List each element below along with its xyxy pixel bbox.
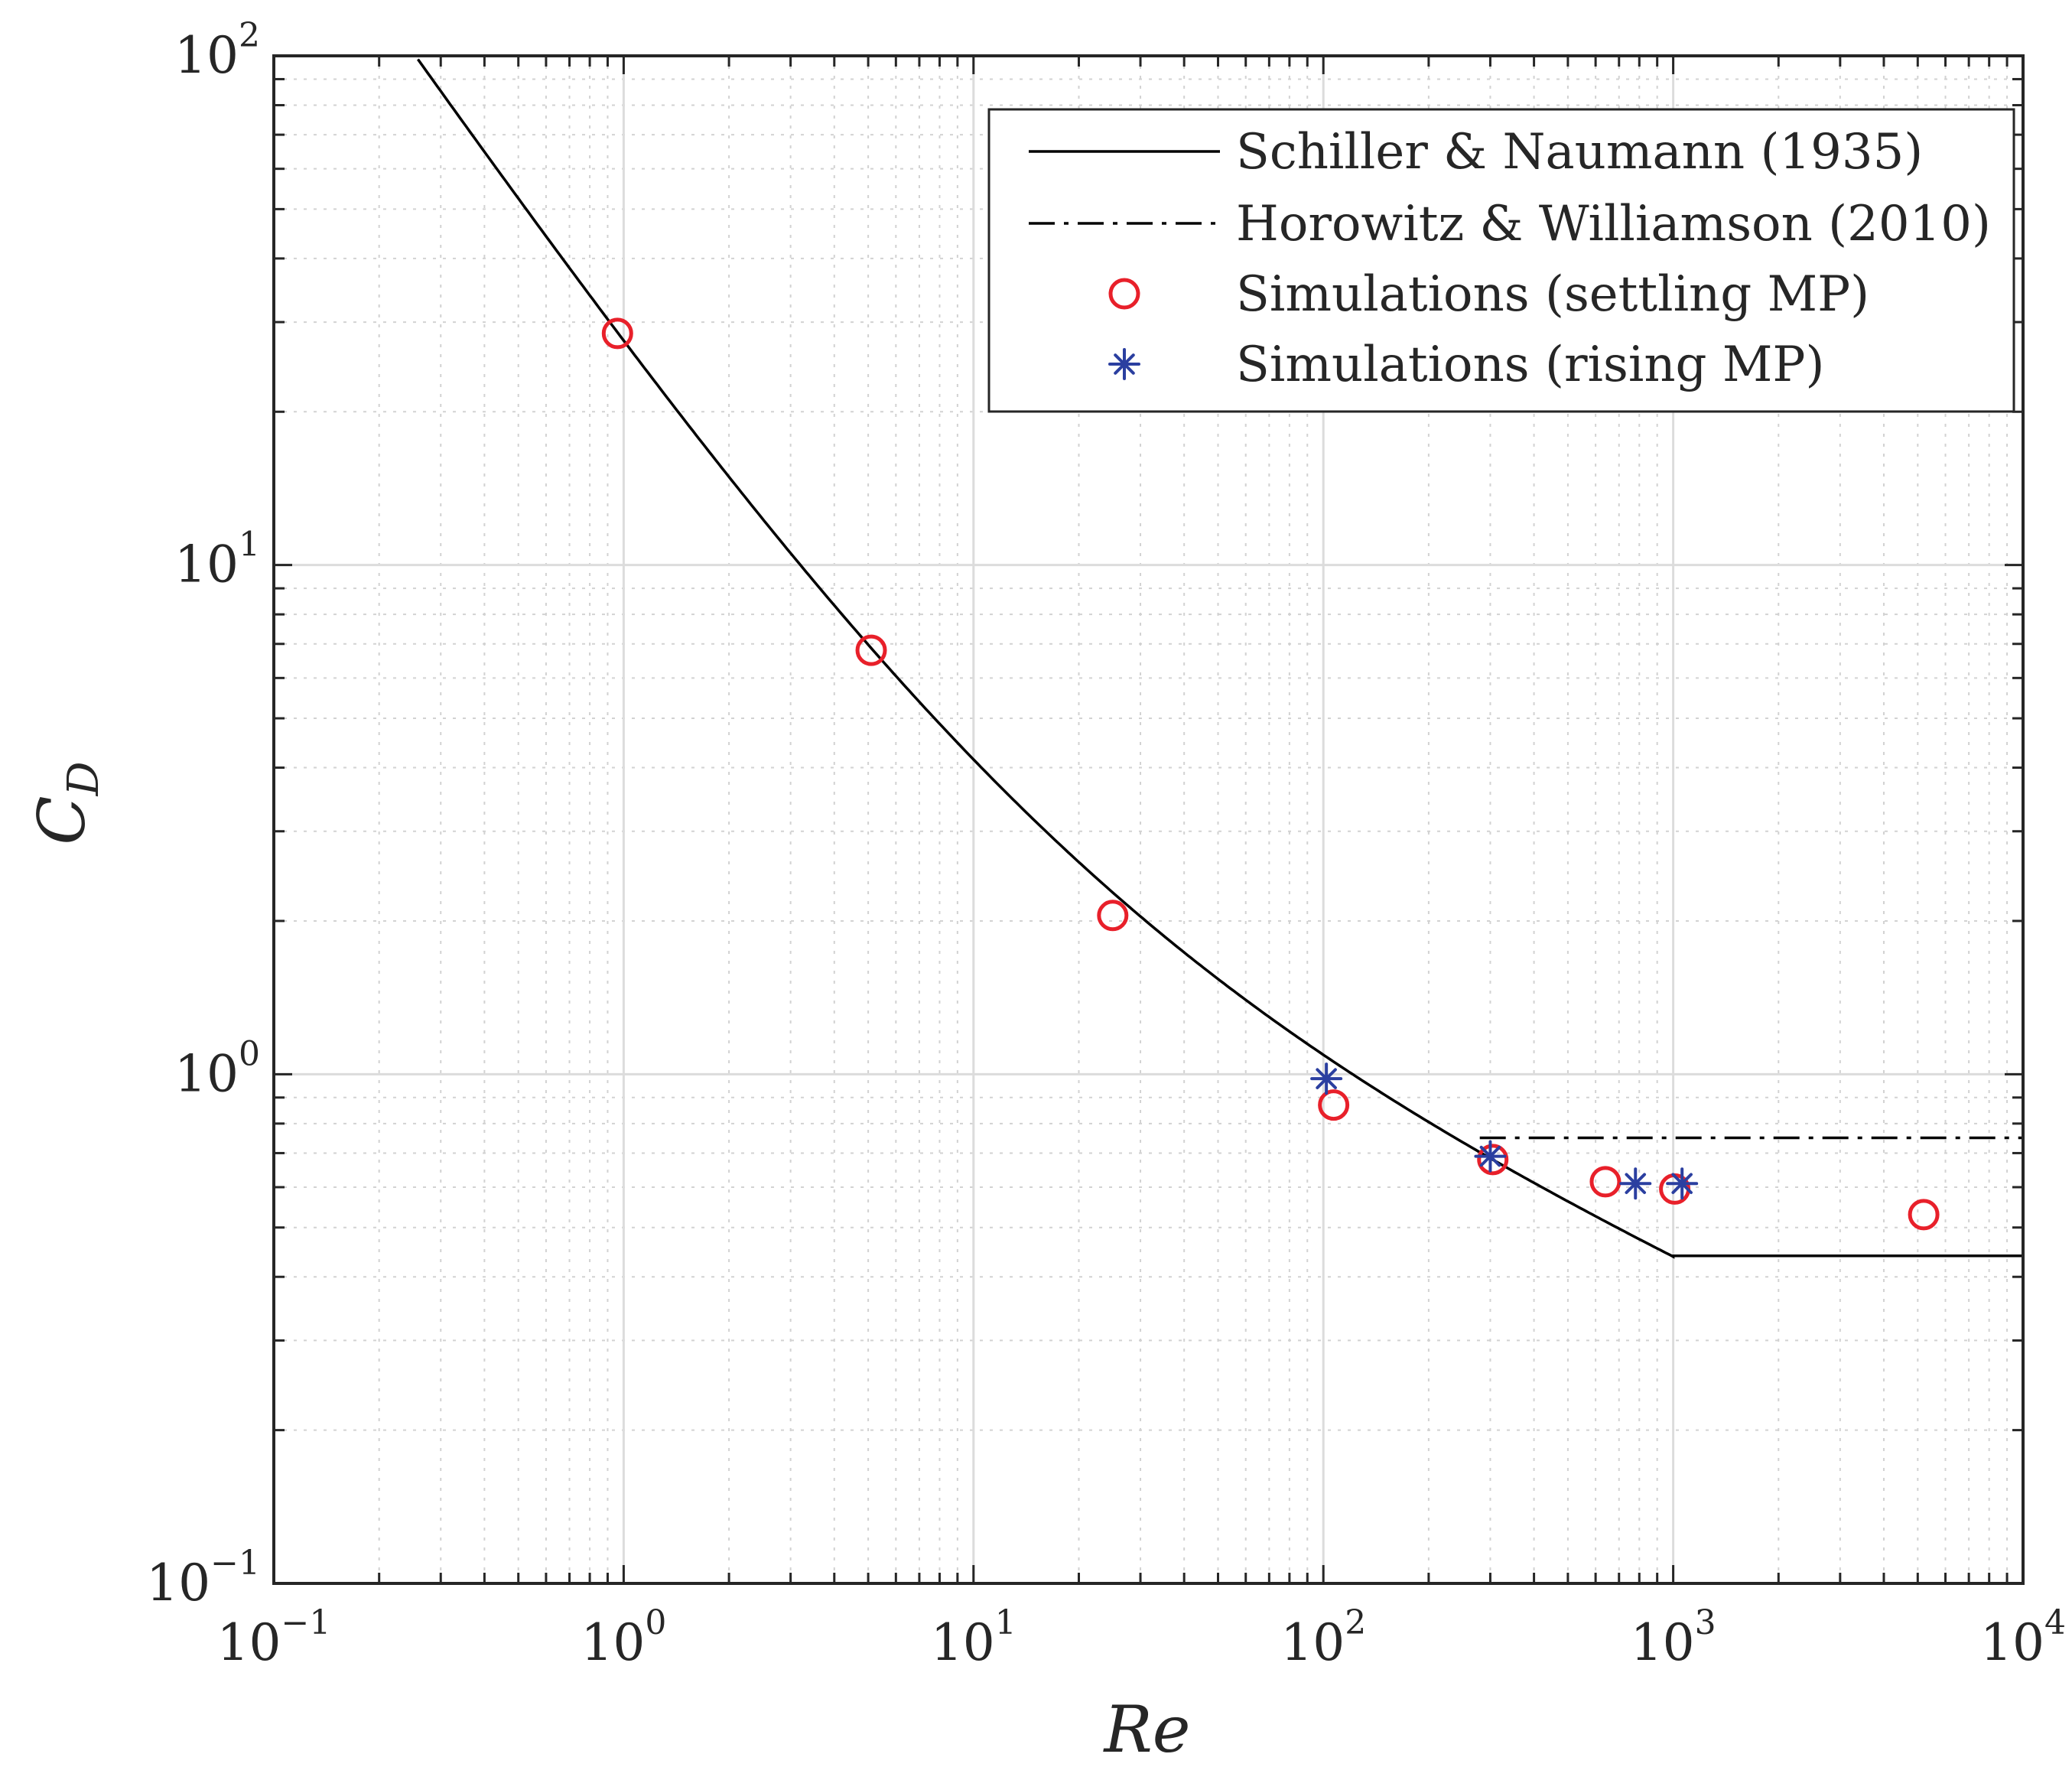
rising-mp-marker [1474,1140,1507,1173]
x-tick-label: 104 [1980,1603,2066,1672]
x-tick-label: 102 [1280,1603,1366,1672]
legend-circle-swatch [1108,278,1140,310]
x-tick-label-base: 10 [1980,1613,2044,1672]
legend-asterisk-swatch [1108,348,1140,380]
minor-grid [274,56,2023,1583]
legend: Schiller & Naumann (1935) Horowitz & Will… [987,108,2015,413]
y-tick-label: 101 [174,526,260,594]
legend-label: Horowitz & Williamson (2010) [1236,196,1991,252]
x-tick-label-exponent: 4 [2044,1603,2066,1642]
legend-label: Schiller & Naumann (1935) [1236,124,1923,181]
rising-mp-marker [1619,1167,1652,1200]
y-tick-label-exponent: 0 [239,1034,260,1073]
x-tick-label-exponent: 3 [1695,1603,1716,1642]
y-tick-label: 10−1 [146,1544,260,1612]
y-axis-label: CD [24,761,109,844]
y-tick-label-base: 10 [174,1044,239,1103]
svg-text:CD: CD [24,761,109,844]
legend-item: Simulations (rising MP) [1108,337,1824,393]
plot-frame [272,54,2025,1585]
y-tick-label-exponent: −1 [210,1544,260,1583]
y-tick-label-base: 10 [146,1554,210,1612]
x-tick-label: 101 [931,1603,1016,1672]
y-tick-label: 100 [174,1034,260,1103]
series-markers [601,317,1940,1231]
settling-mp-marker [1477,1144,1509,1176]
rising-mp-marker [1666,1167,1699,1200]
x-axis-label: Re [1103,1692,1191,1767]
y-tick-label-base: 10 [174,26,239,85]
settling-mp-marker [1097,900,1129,932]
legend-item: Simulations (settling MP) [1108,266,1869,323]
series-lines [416,58,2023,1259]
legend-item: Horowitz & Williamson (2010) [1029,196,1991,252]
y-tick-label-base: 10 [174,535,239,594]
x-tick-labels: 10−1 100 101 102 103 104 [217,1603,2066,1672]
x-tick-label-exponent: 0 [645,1603,666,1642]
x-tick-label-base: 10 [217,1613,281,1672]
x-tick-label-exponent: 2 [1345,1603,1366,1642]
x-tick-label-base: 10 [931,1613,995,1672]
x-tick-label-exponent: 1 [995,1603,1016,1642]
rising-mp-marker [1310,1062,1343,1095]
settling-mp-marker [1318,1089,1350,1121]
settling-mp-marker [1589,1166,1621,1198]
legend-label: Simulations (settling MP) [1236,266,1869,323]
x-tick-label: 103 [1631,1603,1716,1672]
legend-item: Schiller & Naumann (1935) [1029,124,1923,181]
settling-mp-marker [855,634,887,666]
y-tick-label: 102 [174,16,260,85]
schiller-naumann-curve [416,58,2023,1259]
y-axis-label-main: C [24,796,99,844]
x-tick-label-base: 10 [1631,1613,1695,1672]
y-tick-label-exponent: 1 [239,526,260,565]
y-tick-label-exponent: 2 [239,16,260,55]
legend-box [987,108,2015,413]
x-tick-label-exponent: −1 [281,1603,331,1642]
settling-mp-marker [1908,1199,1940,1231]
x-tick-label-base: 10 [581,1613,645,1672]
settling-mp-marker [601,317,633,350]
x-tick-label: 100 [581,1603,666,1672]
y-axis-label-sub: D [59,761,109,796]
x-tick-label-base: 10 [1280,1613,1345,1672]
x-tick-label: 10−1 [217,1603,331,1672]
legend-label: Simulations (rising MP) [1236,337,1824,393]
